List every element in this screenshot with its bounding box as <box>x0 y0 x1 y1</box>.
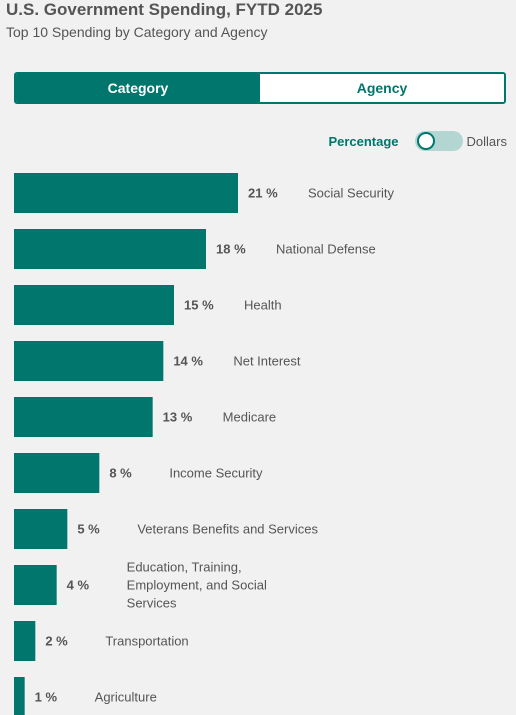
bar-1[interactable] <box>14 229 206 269</box>
view-tabs: Category Agency <box>14 72 506 104</box>
bar-6[interactable] <box>14 509 68 549</box>
bar-value-label-8: 2 % <box>45 634 68 649</box>
bar-7[interactable] <box>14 565 57 605</box>
bar-value-label-9: 1 % <box>35 690 58 705</box>
unit-toggle-switch[interactable] <box>414 131 463 151</box>
bar-5[interactable] <box>14 453 100 493</box>
tab-category[interactable]: Category <box>16 74 260 102</box>
category-label-6: Veterans Benefits and Services <box>137 522 318 537</box>
bar-value-label-4: 13 % <box>163 410 193 425</box>
category-label-0: Social Security <box>308 186 394 201</box>
tab-agency[interactable]: Agency <box>260 74 504 102</box>
category-label-3: Net Interest <box>233 354 301 369</box>
bar-3[interactable] <box>14 341 164 381</box>
bar-2[interactable] <box>14 285 174 325</box>
page-subtitle: Top 10 Spending by Category and Agency <box>6 24 268 40</box>
unit-toggle-row: Percentage Dollars <box>328 130 507 152</box>
category-label-2: Health <box>244 298 282 313</box>
bar-value-label-7: 4 % <box>67 578 90 593</box>
category-label-5: Income Security <box>169 466 263 481</box>
bar-value-label-3: 14 % <box>173 354 203 369</box>
bar-4[interactable] <box>14 397 153 437</box>
category-label-8: Transportation <box>105 634 188 649</box>
bar-0[interactable] <box>14 173 238 213</box>
category-label-1: National Defense <box>276 242 376 257</box>
bar-value-label-0: 21 % <box>248 186 278 201</box>
bar-value-label-6: 5 % <box>77 522 100 537</box>
toggle-knob <box>416 132 435 150</box>
page-title: U.S. Government Spending, FYTD 2025 <box>6 0 323 19</box>
bar-value-label-2: 15 % <box>184 298 214 313</box>
category-label-9: Agriculture <box>95 690 157 705</box>
bar-value-label-1: 18 % <box>216 242 246 257</box>
percentage-label: Percentage <box>328 133 399 149</box>
dollars-label: Dollars <box>466 133 507 149</box>
category-label-7: Education, Training, Employment, and Soci… <box>127 560 267 611</box>
bar-9[interactable] <box>14 677 25 715</box>
bar-value-label-5: 8 % <box>109 466 132 481</box>
bar-8[interactable] <box>14 621 36 661</box>
chart-header: U.S. Government Spending, FYTD 2025 Top … <box>6 0 322 41</box>
category-label-4: Medicare <box>223 410 276 425</box>
